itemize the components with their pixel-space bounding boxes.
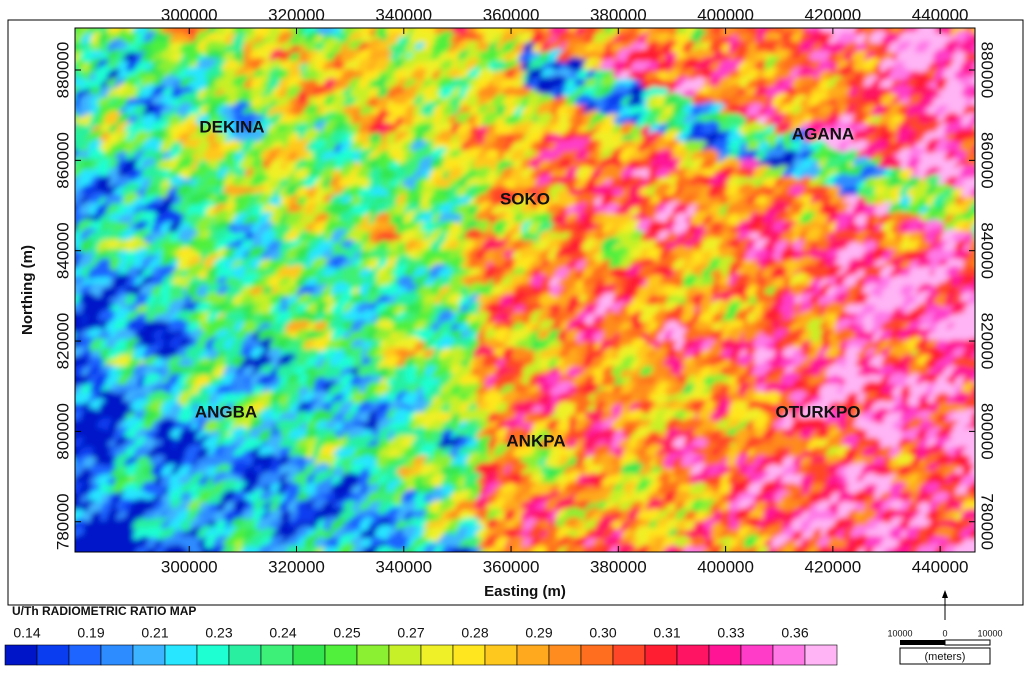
raster-cell <box>973 285 987 299</box>
raster-cell <box>539 15 553 29</box>
raster-cell <box>975 196 990 211</box>
raster-texture <box>59 11 993 567</box>
raster <box>59 11 993 567</box>
map-figure: Easting (m) Northing (m) U/Th RADIOMETRI… <box>0 0 1029 670</box>
page: {"map": {"xlim": [278700, 446500], "ylim… <box>0 0 1029 670</box>
